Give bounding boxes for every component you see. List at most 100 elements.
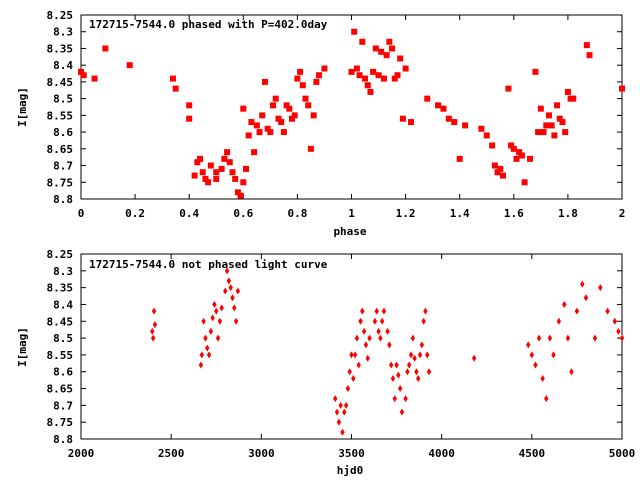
data-point — [202, 175, 209, 182]
data-point — [302, 95, 309, 102]
data-point — [299, 82, 306, 89]
data-point — [150, 327, 155, 335]
data-point — [240, 179, 247, 186]
data-point — [351, 28, 358, 35]
data-point — [537, 105, 544, 112]
x-tick-label: 2000 — [68, 447, 95, 460]
data-point — [562, 300, 567, 308]
data-point — [399, 408, 405, 416]
y-tick-label: 8.3 — [53, 26, 73, 39]
x-tick-label: 4500 — [519, 447, 546, 460]
data-point — [586, 52, 593, 59]
data-point — [210, 314, 215, 322]
data-point — [352, 351, 358, 359]
data-point — [169, 75, 176, 82]
data-point — [333, 395, 338, 403]
data-point — [367, 334, 372, 342]
data-point — [376, 327, 381, 335]
data-point — [386, 38, 393, 45]
y-tick-label: 8.75 — [47, 176, 74, 189]
data-point — [264, 125, 271, 132]
data-point — [440, 105, 447, 112]
data-point — [410, 334, 416, 342]
data-point — [451, 119, 458, 126]
data-point — [191, 172, 198, 179]
data-point — [80, 72, 87, 79]
data-point — [313, 78, 320, 85]
x-axis-label: phase — [333, 225, 366, 238]
data-point — [294, 75, 301, 82]
data-point — [213, 169, 220, 176]
data-point — [229, 169, 236, 176]
panel-not-phased: 8.25 8.3 8.35 8.4 8.45 8.5 8.55 8.6 8.65 8.7 8.75 8… — [16, 248, 635, 477]
data-point — [224, 267, 230, 275]
data-point — [580, 280, 585, 288]
data-point — [310, 112, 317, 119]
chart-title: 172715-7544.0 phased with P=402.0day — [89, 18, 328, 31]
x-axis-label: hjd0 — [337, 464, 364, 477]
data-point — [186, 115, 193, 122]
data-point — [232, 175, 239, 182]
data-point — [240, 105, 247, 112]
data-point — [583, 42, 590, 49]
data-point — [223, 287, 228, 295]
data-point — [349, 351, 354, 359]
data-point — [556, 115, 563, 122]
data-point — [198, 361, 204, 369]
data-point — [375, 72, 382, 79]
data-point — [272, 95, 279, 102]
x-tick-label: 3000 — [248, 447, 275, 460]
data-point — [390, 374, 396, 382]
data-point — [152, 321, 158, 329]
data-point — [380, 75, 387, 82]
data-point — [554, 102, 561, 109]
data-point — [399, 115, 406, 122]
data-point — [233, 317, 239, 325]
data-point — [462, 122, 469, 129]
data-point — [356, 72, 363, 79]
data-point — [478, 125, 485, 132]
data-point — [215, 334, 221, 342]
data-point — [619, 85, 625, 92]
x-tick-label: 4000 — [428, 447, 455, 460]
data-point — [513, 155, 520, 162]
y-tick-label: 8.65 — [47, 143, 74, 156]
data-point — [226, 159, 233, 166]
data-point — [544, 395, 549, 403]
data-point — [203, 334, 208, 342]
data-point — [394, 72, 401, 79]
data-point — [336, 418, 342, 426]
data-point — [426, 368, 432, 376]
data-point — [207, 162, 214, 169]
data-point — [91, 75, 98, 82]
data-point — [379, 317, 385, 325]
data-point — [340, 428, 345, 436]
data-point — [307, 145, 314, 152]
data-point — [334, 408, 340, 416]
data-point — [556, 317, 562, 325]
data-point — [403, 395, 408, 403]
data-point — [186, 102, 193, 109]
data-point — [197, 155, 204, 162]
data-point — [343, 401, 349, 409]
data-point — [397, 385, 403, 393]
data-point — [548, 122, 555, 129]
y-tick-label: 8.35 — [47, 42, 74, 55]
x-tick-label: 0.2 — [125, 207, 145, 220]
data-point — [489, 142, 496, 149]
data-point — [378, 48, 385, 55]
data-point — [199, 169, 206, 176]
data-point — [397, 55, 404, 62]
data-point — [267, 129, 274, 136]
data-point — [570, 95, 577, 102]
data-point — [261, 78, 268, 85]
data-point — [218, 165, 225, 172]
data-point — [321, 65, 328, 72]
data-point — [526, 341, 531, 349]
data-point — [270, 102, 277, 109]
data-point — [521, 179, 528, 186]
data-point — [540, 374, 545, 382]
data-point — [305, 102, 312, 109]
y-tick-label: 8.3 — [53, 265, 73, 278]
x-tick-label: 1.2 — [396, 207, 416, 220]
